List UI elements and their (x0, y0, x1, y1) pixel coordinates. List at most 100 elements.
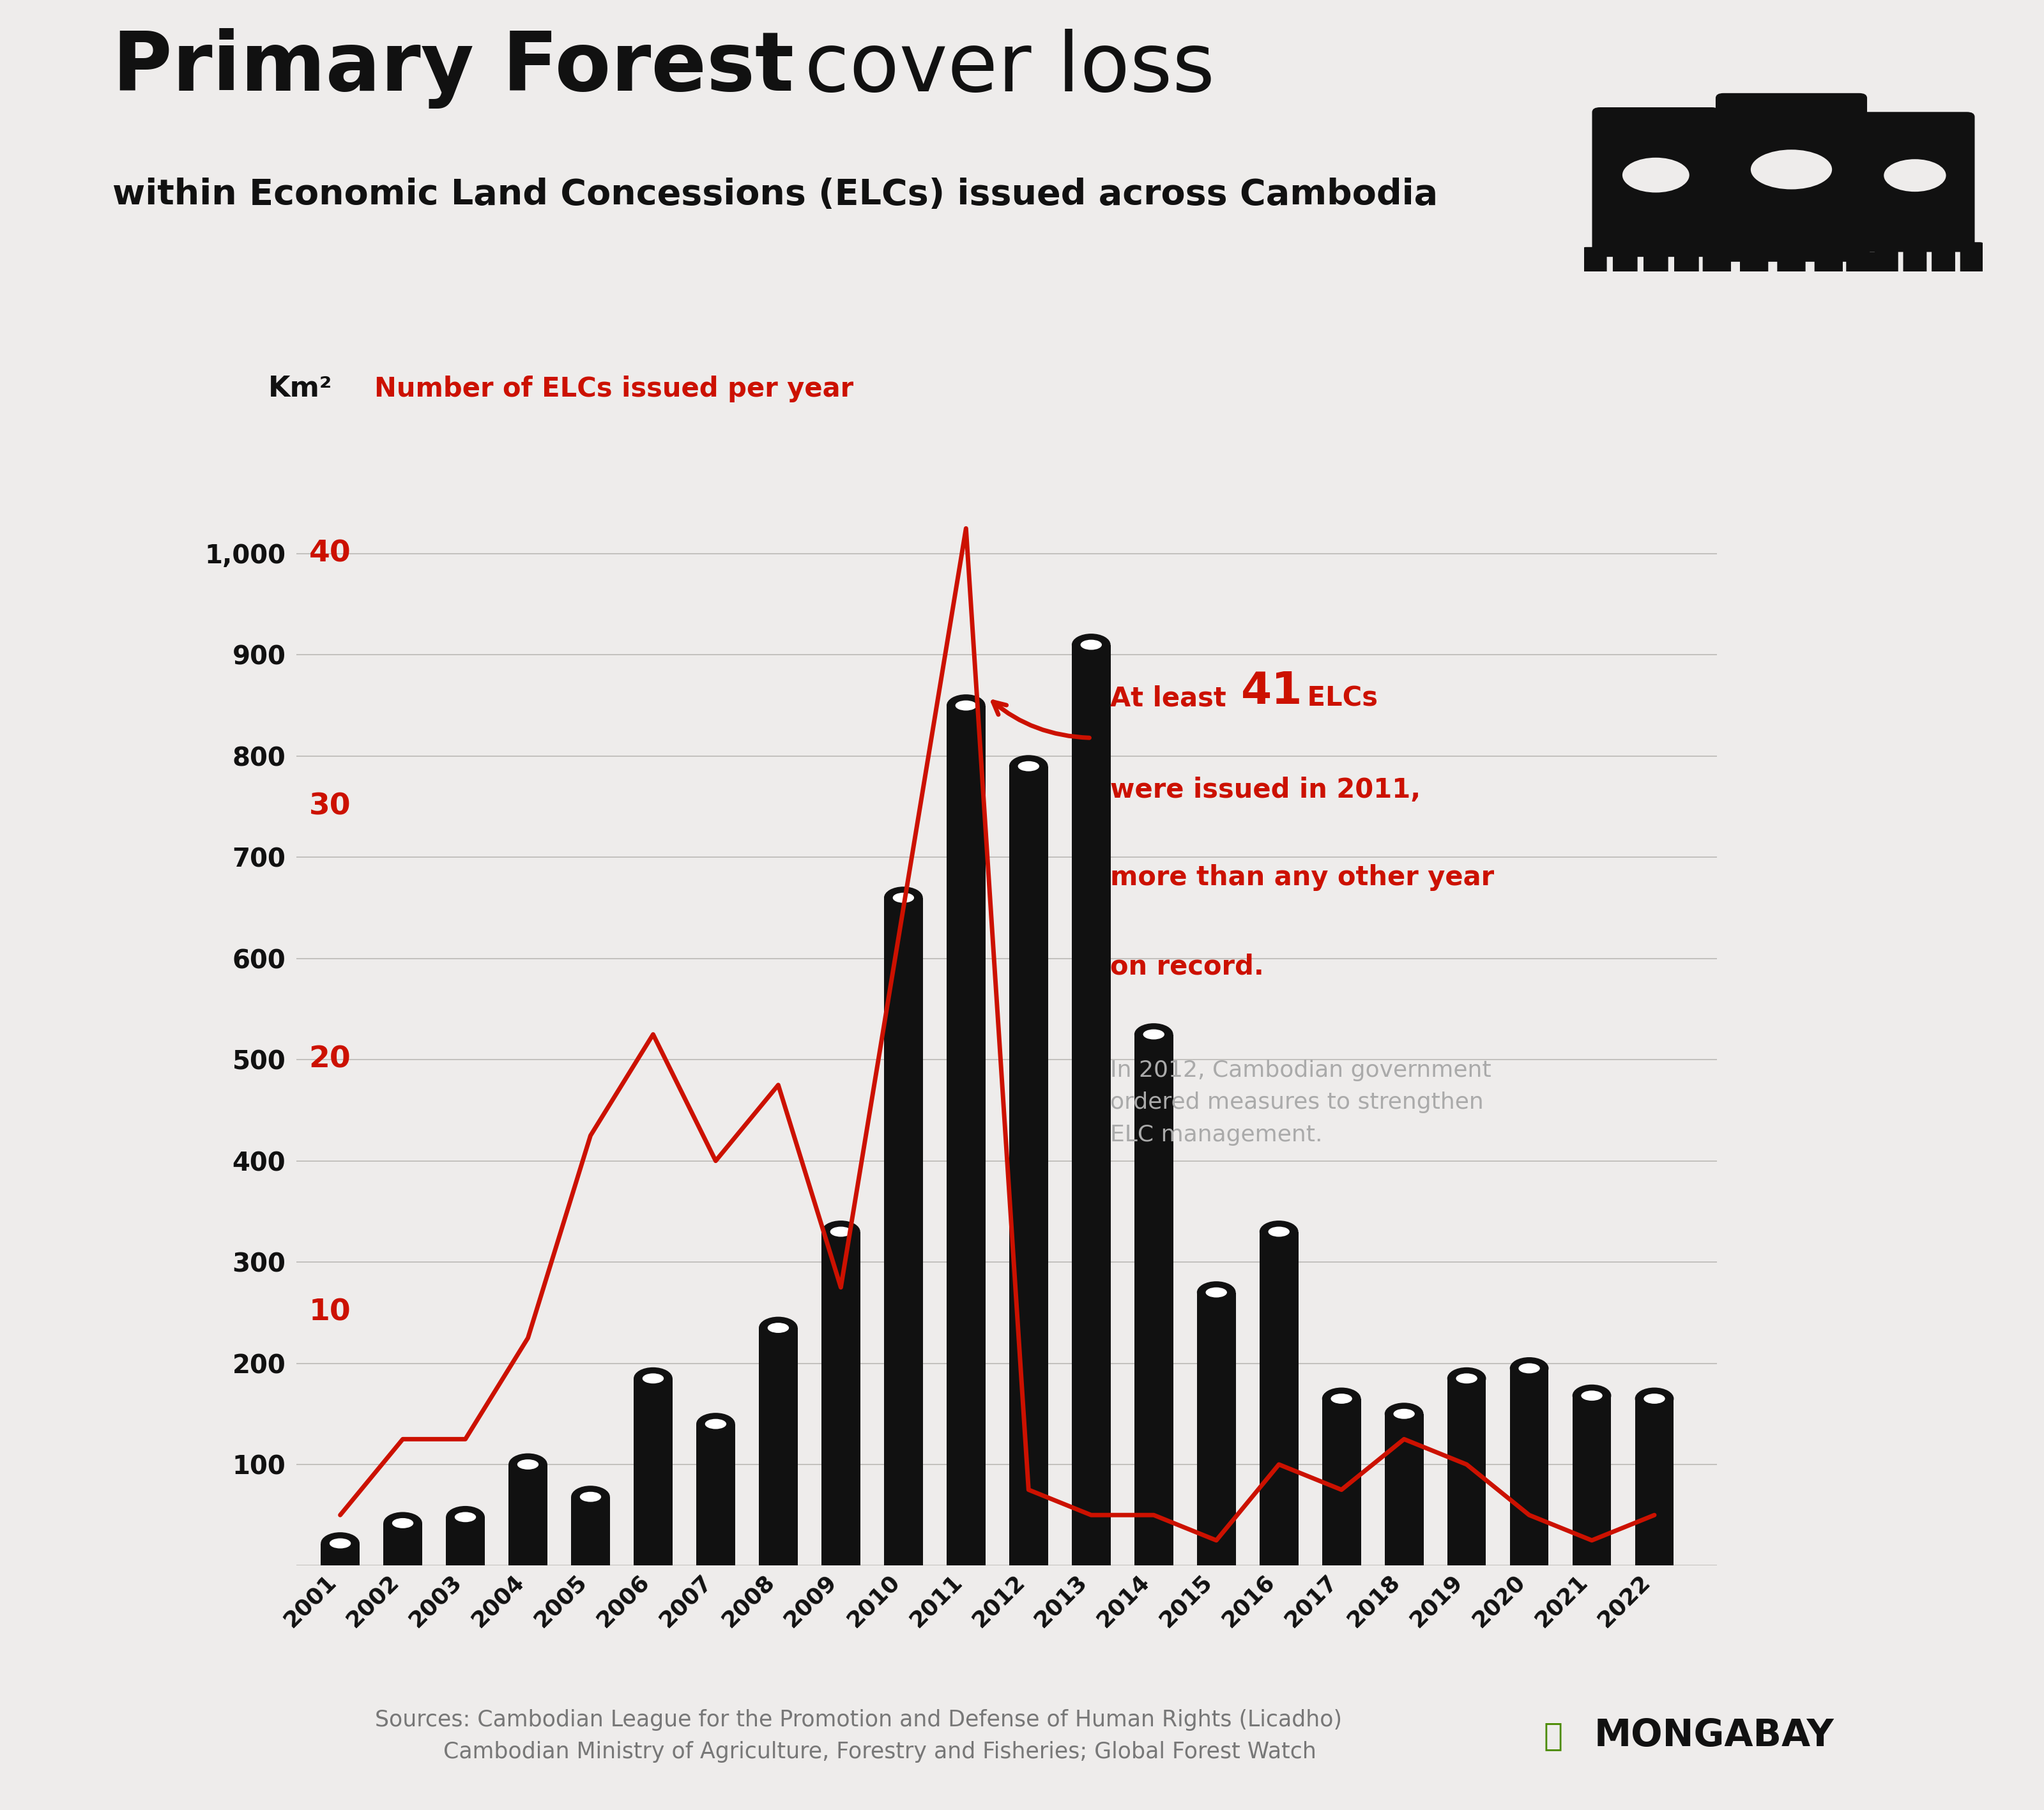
Ellipse shape (446, 1506, 484, 1528)
Ellipse shape (1635, 1388, 1674, 1410)
Text: ELCs: ELCs (1298, 686, 1378, 711)
Ellipse shape (634, 1367, 672, 1390)
Ellipse shape (384, 1511, 423, 1535)
Ellipse shape (642, 1374, 664, 1383)
Ellipse shape (1447, 1367, 1486, 1390)
Bar (1635, 1399, 1674, 1566)
Ellipse shape (1071, 634, 1110, 655)
Bar (1511, 1368, 1549, 1566)
Bar (634, 1379, 672, 1566)
Ellipse shape (1267, 1227, 1290, 1236)
Ellipse shape (1623, 157, 1688, 192)
Ellipse shape (1582, 1390, 1602, 1401)
Ellipse shape (392, 1519, 413, 1528)
Text: 30: 30 (309, 793, 352, 822)
FancyBboxPatch shape (1874, 243, 1899, 293)
Bar (1134, 1034, 1173, 1566)
Ellipse shape (758, 1316, 797, 1339)
Text: In 2012, Cambodian government
ordered measures to strengthen
ELC management.: In 2012, Cambodian government ordered me… (1110, 1059, 1490, 1146)
Text: Km²: Km² (268, 375, 331, 402)
FancyBboxPatch shape (1705, 246, 1729, 302)
FancyBboxPatch shape (1960, 243, 1983, 293)
Ellipse shape (1018, 762, 1038, 771)
Ellipse shape (697, 1414, 736, 1435)
Ellipse shape (1455, 1374, 1478, 1383)
Ellipse shape (769, 1323, 789, 1332)
Bar (1447, 1379, 1486, 1566)
Ellipse shape (1134, 1023, 1173, 1046)
Ellipse shape (1572, 1385, 1611, 1406)
Bar (1198, 1292, 1237, 1566)
Ellipse shape (1643, 1394, 1666, 1405)
Bar (1572, 1396, 1611, 1566)
Text: within Economic Land Concessions (ELCs) issued across Cambodia: within Economic Land Concessions (ELCs) … (112, 177, 1437, 212)
Ellipse shape (705, 1419, 726, 1430)
Ellipse shape (1322, 1388, 1361, 1410)
Ellipse shape (893, 892, 914, 903)
FancyBboxPatch shape (1852, 252, 1880, 313)
Ellipse shape (822, 1220, 861, 1243)
Bar (883, 898, 922, 1566)
Ellipse shape (1010, 755, 1049, 776)
FancyBboxPatch shape (1643, 246, 1668, 302)
Ellipse shape (1511, 1358, 1549, 1379)
Bar (1322, 1399, 1361, 1566)
Ellipse shape (1384, 1403, 1423, 1424)
Text: 40: 40 (309, 539, 352, 568)
Ellipse shape (946, 695, 985, 717)
Bar (384, 1524, 423, 1566)
Ellipse shape (1885, 159, 1946, 192)
Bar (822, 1231, 861, 1566)
FancyBboxPatch shape (1739, 252, 1768, 313)
Bar (1010, 766, 1049, 1566)
Ellipse shape (570, 1486, 609, 1508)
FancyBboxPatch shape (1846, 243, 1870, 293)
Text: more than any other year: more than any other year (1110, 865, 1494, 891)
FancyBboxPatch shape (1815, 252, 1844, 313)
Bar (946, 706, 985, 1566)
Text: cover loss: cover loss (779, 29, 1214, 109)
Text: on record.: on record. (1110, 954, 1263, 981)
Text: 20: 20 (309, 1046, 352, 1073)
Ellipse shape (321, 1533, 360, 1555)
Ellipse shape (1331, 1394, 1353, 1405)
Bar (446, 1517, 484, 1566)
Text: 41: 41 (1241, 670, 1302, 713)
Bar (1071, 644, 1110, 1566)
Ellipse shape (509, 1453, 548, 1475)
Bar (1259, 1231, 1298, 1566)
Ellipse shape (1752, 150, 1831, 190)
Ellipse shape (517, 1459, 540, 1470)
FancyBboxPatch shape (1856, 112, 1975, 252)
Bar (321, 1544, 360, 1566)
Ellipse shape (329, 1538, 352, 1548)
Ellipse shape (1394, 1408, 1414, 1419)
Ellipse shape (1206, 1287, 1226, 1298)
Ellipse shape (1081, 639, 1102, 650)
FancyBboxPatch shape (1674, 246, 1699, 302)
Ellipse shape (1143, 1030, 1165, 1039)
Text: MONGABAY: MONGABAY (1594, 1718, 1833, 1754)
Ellipse shape (955, 700, 977, 711)
Text: Primary Forest: Primary Forest (112, 29, 793, 109)
Ellipse shape (580, 1491, 601, 1502)
Ellipse shape (883, 887, 922, 909)
FancyBboxPatch shape (1932, 243, 1956, 293)
Ellipse shape (1259, 1220, 1298, 1243)
FancyBboxPatch shape (1703, 252, 1731, 313)
Ellipse shape (1519, 1363, 1539, 1374)
Bar (697, 1424, 736, 1566)
Text: 10: 10 (309, 1298, 352, 1327)
Text: At least: At least (1110, 686, 1235, 711)
FancyBboxPatch shape (1592, 107, 1719, 257)
FancyBboxPatch shape (1715, 92, 1866, 262)
Ellipse shape (1198, 1281, 1237, 1303)
Bar (1384, 1414, 1423, 1566)
Text: Sources: Cambodian League for the Promotion and Defense of Human Rights (Licadho: Sources: Cambodian League for the Promot… (374, 1709, 1343, 1763)
Text: 🦎: 🦎 (1543, 1721, 1564, 1750)
FancyBboxPatch shape (1582, 246, 1607, 302)
Ellipse shape (830, 1227, 852, 1236)
Ellipse shape (454, 1511, 476, 1522)
Bar (758, 1329, 797, 1566)
FancyBboxPatch shape (1776, 252, 1805, 313)
